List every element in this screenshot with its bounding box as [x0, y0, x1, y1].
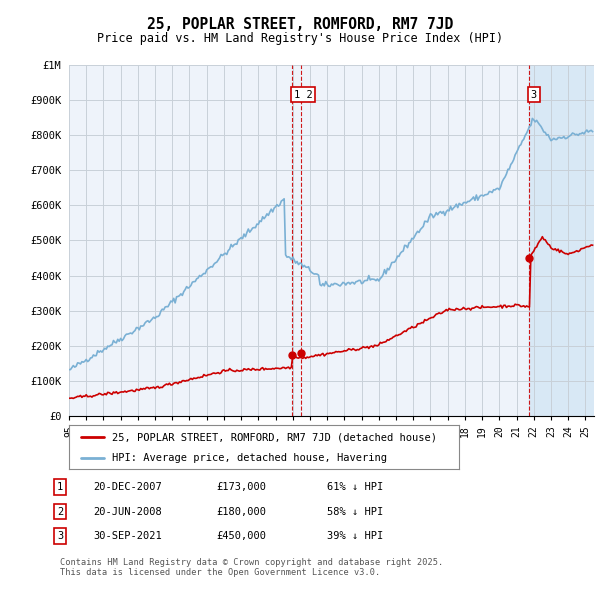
Text: HPI: Average price, detached house, Havering: HPI: Average price, detached house, Have… [112, 454, 387, 463]
Text: 2: 2 [57, 507, 63, 516]
Text: 39% ↓ HPI: 39% ↓ HPI [327, 532, 383, 541]
Point [524, 253, 534, 263]
Text: 20-DEC-2007: 20-DEC-2007 [93, 482, 162, 491]
Point [287, 350, 297, 360]
Text: 20-JUN-2008: 20-JUN-2008 [93, 507, 162, 516]
Text: 1 2: 1 2 [293, 90, 313, 100]
Text: £180,000: £180,000 [216, 507, 266, 516]
Text: 25, POPLAR STREET, ROMFORD, RM7 7JD: 25, POPLAR STREET, ROMFORD, RM7 7JD [147, 17, 453, 31]
Text: 58% ↓ HPI: 58% ↓ HPI [327, 507, 383, 516]
Text: 25, POPLAR STREET, ROMFORD, RM7 7JD (detached house): 25, POPLAR STREET, ROMFORD, RM7 7JD (det… [112, 432, 437, 442]
Text: £450,000: £450,000 [216, 532, 266, 541]
Text: £173,000: £173,000 [216, 482, 266, 491]
Bar [529, 65, 594, 416]
Text: 3: 3 [530, 90, 537, 100]
Text: 3: 3 [57, 532, 63, 541]
Text: 30-SEP-2021: 30-SEP-2021 [93, 532, 162, 541]
Text: 61% ↓ HPI: 61% ↓ HPI [327, 482, 383, 491]
Text: Contains HM Land Registry data © Crown copyright and database right 2025.
This d: Contains HM Land Registry data © Crown c… [60, 558, 443, 577]
Text: 1: 1 [57, 482, 63, 491]
Text: Price paid vs. HM Land Registry's House Price Index (HPI): Price paid vs. HM Land Registry's House … [97, 32, 503, 45]
Point [296, 348, 305, 358]
